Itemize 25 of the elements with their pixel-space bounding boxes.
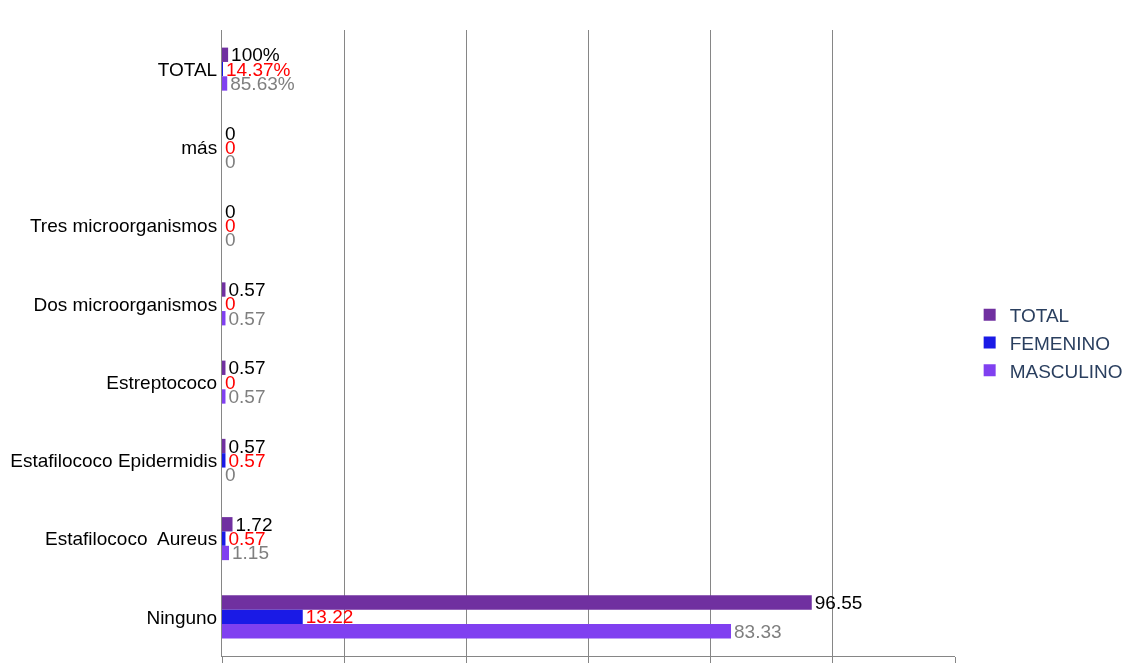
y-tick-label: más <box>181 137 218 159</box>
y-tick-label: Tres microorganismos <box>29 215 218 237</box>
y-tick-label: Estreptococo <box>106 371 218 393</box>
bar <box>222 76 228 91</box>
y-tick-label: Estafilococo Aureus <box>45 528 218 550</box>
bar <box>222 595 812 610</box>
bar <box>222 389 226 404</box>
bar <box>222 47 229 62</box>
data-label: 83.33 <box>734 620 782 642</box>
y-tick-label: Estafilococo Epidermidis <box>10 450 218 472</box>
bar <box>222 545 230 561</box>
bar <box>222 517 233 532</box>
bar <box>222 624 732 639</box>
data-label: 96.55 <box>814 592 863 614</box>
bar <box>222 531 226 546</box>
legend-label: FEMENINO <box>1009 332 1110 354</box>
bar <box>222 453 226 468</box>
legend-label: MASCULINO <box>1009 360 1123 382</box>
legend-label: TOTAL <box>1009 305 1070 327</box>
data-label: 13.22 <box>305 606 354 628</box>
y-tick-label: TOTAL <box>157 58 218 80</box>
y-tick-label: Ninguno <box>146 606 218 628</box>
y-tick-label: Dos microorganismos <box>33 293 218 315</box>
bar <box>222 609 303 625</box>
bar <box>222 282 226 297</box>
